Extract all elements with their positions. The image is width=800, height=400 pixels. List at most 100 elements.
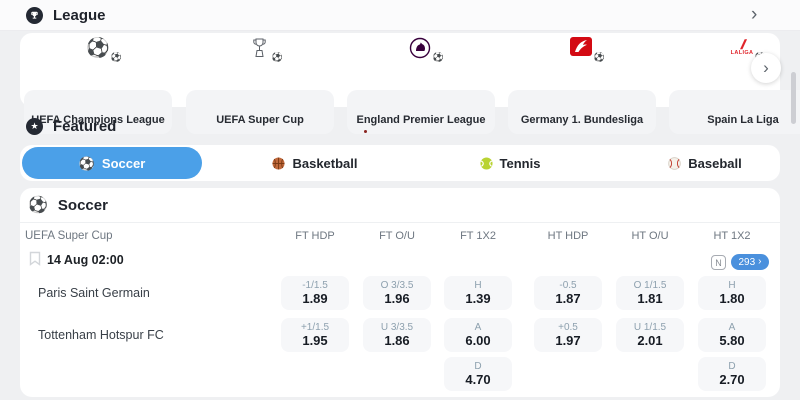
tennis-ball-icon xyxy=(479,156,493,170)
odds-label: D xyxy=(728,360,736,372)
odds-value: 1.81 xyxy=(637,290,663,306)
odds-cell-away-ht-ou[interactable]: U 1/1.5 2.01 xyxy=(616,318,684,352)
tab-soccer[interactable]: ⚽ Soccer xyxy=(22,147,202,179)
odds-label: -0.5 xyxy=(559,279,577,291)
tab-label: Basketball xyxy=(292,155,358,171)
odds-cell-away-ft-1x2[interactable]: A 6.00 xyxy=(444,318,512,352)
odds-value: 1.96 xyxy=(384,290,410,306)
league-card-germany-bundesliga[interactable]: Germany 1. Bundesliga xyxy=(508,90,656,134)
tab-label: Soccer xyxy=(101,155,146,171)
laliga-wordmark: LALIGA xyxy=(730,50,754,57)
match-datetime: 14 Aug 02:00 xyxy=(47,253,124,267)
odds-cell-home-ft-1x2[interactable]: H 1.39 xyxy=(444,276,512,310)
odds-value: 1.89 xyxy=(302,290,328,306)
odds-label: U 1/1.5 xyxy=(633,321,667,333)
odds-value: 5.80 xyxy=(719,332,745,348)
odds-cell-draw-ht-1x2[interactable]: D 2.70 xyxy=(698,357,766,391)
odds-cell-away-ft-hdp[interactable]: +1/1.5 1.95 xyxy=(281,318,349,352)
baseball-icon xyxy=(668,156,682,170)
odds-cell-home-ft-hdp[interactable]: -1/1.5 1.89 xyxy=(281,276,349,310)
odds-cell-home-ht-1x2[interactable]: H 1.80 xyxy=(698,276,766,310)
basketball-icon xyxy=(272,156,286,170)
soccer-section-title: Soccer xyxy=(57,197,108,214)
soccer-ball-icon: ⚽ xyxy=(432,52,444,62)
soccer-ball-icon: ⚽ xyxy=(271,52,283,62)
league-carousel: UEFA Champions League UEFA Super Cup Eng… xyxy=(20,33,800,134)
column-header-ft-1x2: FT 1X2 xyxy=(460,230,496,242)
competition-label: UEFA Super Cup xyxy=(25,230,113,242)
uefa-champions-league-logo: ⚽ ⚽ xyxy=(76,35,122,63)
sport-tabbar: ⚽ Soccer Basketball Tennis Baseball xyxy=(20,145,780,181)
league-card-uefa-super-cup[interactable]: UEFA Super Cup xyxy=(186,90,334,134)
artifact-dot xyxy=(364,130,367,133)
league-card-label: Germany 1. Bundesliga xyxy=(520,114,644,126)
bookmark-icon[interactable] xyxy=(29,251,41,266)
odds-value: 2.70 xyxy=(719,371,745,387)
featured-section-title: Featured xyxy=(53,118,117,135)
star-glyph: ★ xyxy=(30,121,39,131)
league-section-header: League xyxy=(26,7,106,24)
odds-value: 6.00 xyxy=(465,332,491,348)
league-card-label: Spain La Liga xyxy=(707,114,779,126)
uefa-super-cup-logo: ⚽ xyxy=(237,35,283,62)
bundesliga-logo: ⚽ xyxy=(559,35,605,62)
tab-basketball[interactable]: Basketball xyxy=(220,147,410,179)
league-header-bar xyxy=(0,0,800,31)
odds-cell-away-ht-hdp[interactable]: +0.5 1.97 xyxy=(534,318,602,352)
odds-value: 1.95 xyxy=(302,332,328,348)
home-team-name: Paris Saint Germain xyxy=(38,286,150,300)
odds-value: 1.86 xyxy=(384,332,410,348)
odds-cell-home-ht-hdp[interactable]: -0.5 1.87 xyxy=(534,276,602,310)
tab-baseball[interactable]: Baseball xyxy=(610,147,800,179)
odds-cell-away-ht-1x2[interactable]: A 5.80 xyxy=(698,318,766,352)
tab-label: Baseball xyxy=(688,155,742,171)
premier-league-lion-icon xyxy=(409,37,431,59)
featured-section-header: ★ Featured xyxy=(26,118,116,135)
markets-count-button[interactable]: 293 › xyxy=(731,254,769,270)
league-card-label: UEFA Champions League xyxy=(31,114,165,126)
odds-cell-home-ht-ou[interactable]: O 1/1.5 1.81 xyxy=(616,276,684,310)
odds-label: A xyxy=(728,321,736,333)
soccer-ball-icon: ⚽ xyxy=(593,52,605,62)
odds-value: 1.87 xyxy=(555,290,581,306)
odds-cell-away-ft-ou[interactable]: U 3/3.5 1.86 xyxy=(363,318,431,352)
trophy-outline-icon xyxy=(252,38,266,57)
odds-label: +1/1.5 xyxy=(300,321,330,333)
laliga-flame-icon: 𝒍 xyxy=(740,36,744,52)
league-card-spain-la-liga[interactable]: Spain La Liga xyxy=(669,90,800,134)
league-card-england-premier-league[interactable]: England Premier League xyxy=(347,90,495,134)
markets-count: 293 xyxy=(738,256,756,268)
page-scrollbar[interactable] xyxy=(791,72,796,124)
league-card-uefa-champions-league[interactable]: UEFA Champions League xyxy=(24,90,172,134)
odds-label: O 3/3.5 xyxy=(380,279,414,291)
odds-label: H xyxy=(728,279,736,291)
soccer-ball-icon: ⚽ xyxy=(86,37,110,59)
odds-cell-draw-ft-1x2[interactable]: D 4.70 xyxy=(444,357,512,391)
odds-value: 4.70 xyxy=(465,371,491,387)
odds-label: D xyxy=(474,360,482,372)
soccer-ball-icon: ⚽ xyxy=(28,196,48,214)
england-premier-league-logo: ⚽ xyxy=(398,35,444,62)
column-header-ft-hdp: FT HDP xyxy=(295,230,335,242)
star-icon: ★ xyxy=(26,118,43,135)
league-more-chevron-icon[interactable]: › xyxy=(751,4,758,25)
divider xyxy=(20,222,780,223)
odds-cell-home-ft-ou[interactable]: O 3/3.5 1.96 xyxy=(363,276,431,310)
league-card-label: UEFA Super Cup xyxy=(216,114,304,126)
league-card-label: England Premier League xyxy=(356,114,486,126)
column-header-ht-1x2: HT 1X2 xyxy=(713,230,751,242)
odds-label: H xyxy=(474,279,482,291)
trophy-icon xyxy=(26,7,43,24)
soccer-ball-icon: ⚽ xyxy=(110,52,122,62)
tab-tennis[interactable]: Tennis xyxy=(415,147,605,179)
odds-label: A xyxy=(474,321,482,333)
league-section-title: League xyxy=(53,7,106,24)
odds-label: -1/1.5 xyxy=(302,279,328,291)
bundesliga-mark-icon xyxy=(570,37,592,59)
chevron-right-icon: › xyxy=(763,58,769,77)
chevron-right-icon: › xyxy=(758,256,762,267)
league-carousel-next-button[interactable]: › xyxy=(751,53,781,83)
column-header-ht-ou: HT O/U xyxy=(631,230,669,242)
odds-label: U 3/3.5 xyxy=(380,321,414,333)
odds-value: 1.39 xyxy=(465,290,491,306)
